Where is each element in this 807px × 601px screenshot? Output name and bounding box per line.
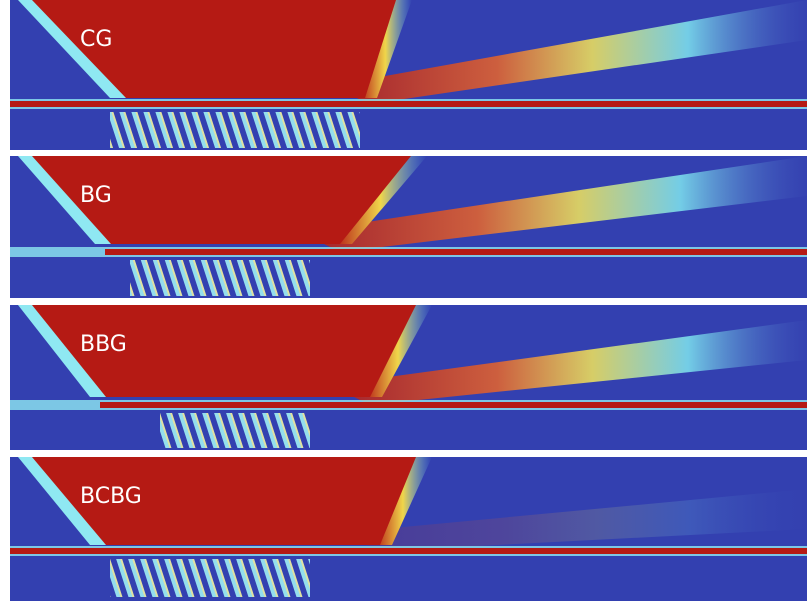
waveguide [10, 548, 807, 554]
page: {"panels": [{"label": "CG"}, {"label": "… [0, 0, 807, 601]
panel: BG [10, 156, 807, 298]
panel: BBG [10, 305, 807, 450]
panel-label: BG [80, 183, 112, 208]
waveguide [10, 101, 807, 107]
panel: BCBG [10, 457, 807, 601]
waveguide [100, 402, 807, 408]
grating-stripes [160, 413, 310, 448]
grating-stripes [130, 260, 310, 296]
waveguide [105, 249, 807, 255]
panel-label: CG [80, 27, 112, 52]
panel: CG [10, 0, 807, 150]
grating-stripes [110, 112, 360, 148]
grating-stripes [110, 559, 310, 597]
panel-label: BCBG [80, 484, 142, 509]
panel-label: BBG [80, 332, 127, 357]
figure: CG BG BBG BCBG [0, 0, 807, 601]
